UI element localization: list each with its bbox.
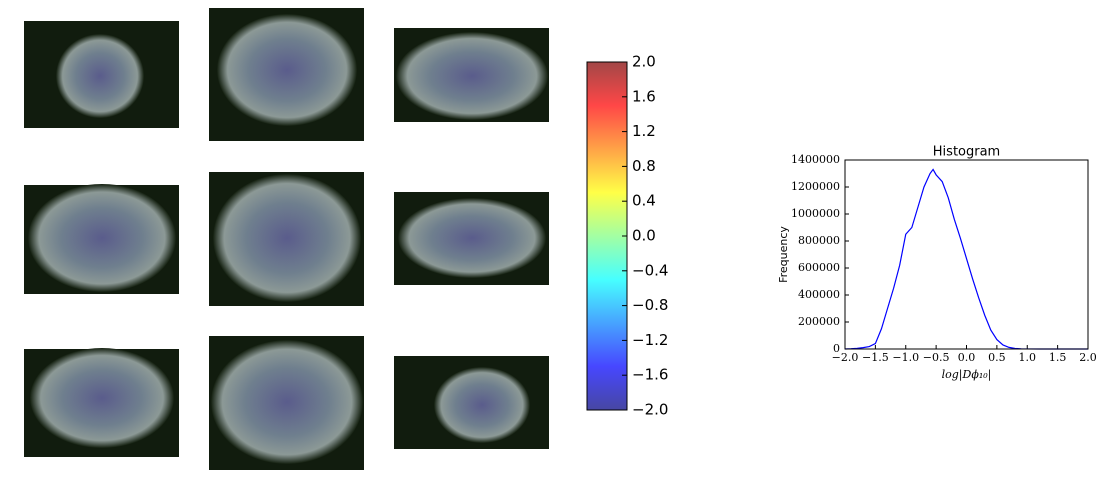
colorbar-tick-label: 1.6: [632, 87, 656, 105]
colorbar: −2.0 −1.6 −1.2 −0.8 −0.4 0.0 0.4 0.8 1.2 1.6 2.0: [586, 53, 668, 419]
colorbar-fill: [586, 61, 628, 411]
colorbar-tick-label: −2.0: [632, 401, 668, 419]
x-tick-label: −1.5: [862, 351, 889, 364]
brain-slice: [30, 348, 174, 448]
brain-slice: [211, 340, 363, 464]
y-tick-label: 400000: [798, 288, 840, 301]
y-tick-label: 200000: [798, 315, 840, 328]
x-tick-label: −2.0: [832, 351, 859, 364]
y-tick-label: 1400000: [791, 153, 840, 166]
colorbar-tick-label: 1.2: [632, 122, 656, 140]
y-tick-label: 800000: [798, 234, 840, 247]
colorbar-tick-label: −0.8: [632, 296, 668, 314]
brain-slice: [398, 198, 546, 278]
chart-title: Histogram: [933, 145, 1000, 160]
colorbar-tick-label: −0.4: [632, 261, 668, 279]
colorbar-tick-label: −1.6: [632, 366, 668, 384]
brain-panels: [24, 8, 549, 470]
colorbar-tick-label: 0.8: [632, 157, 656, 175]
x-tick-label: 1.0: [1019, 351, 1037, 364]
colorbar-tick-label: 0.4: [632, 192, 656, 210]
plot-frame: [844, 159, 1089, 350]
colorbar-tick-label: 0.0: [632, 227, 656, 245]
x-tick-label: −1.0: [892, 351, 919, 364]
colorbar-tick-label: −1.2: [632, 331, 668, 349]
x-tick-label: 0.5: [988, 351, 1006, 364]
y-tick-label: 600000: [798, 261, 840, 274]
histogram: Histogram log|Dϕ₁₀| Frequency −2.0 −1.5 −1.0−…: [777, 145, 1097, 383]
x-tick-label: −0.5: [923, 351, 950, 364]
brain-slice: [396, 32, 548, 120]
x-axis-label: log|Dϕ₁₀|: [942, 368, 992, 382]
y-tick-label: 1000000: [791, 207, 840, 220]
x-tick-label: 1.5: [1049, 351, 1067, 364]
brain-slice: [56, 34, 144, 118]
x-tick-label: 0.0: [958, 351, 976, 364]
x-tick-label: 2.0: [1079, 351, 1097, 364]
brain-slice: [213, 174, 361, 302]
y-tick-label: 0: [833, 342, 840, 355]
histogram-line: [844, 168, 1088, 350]
brain-slice: [28, 184, 176, 292]
brain-slice: [434, 367, 530, 443]
y-axis-label: Frequency: [777, 226, 790, 283]
y-tick-label: 1200000: [791, 180, 840, 193]
brain-slice: [217, 14, 357, 126]
colorbar-tick-label: 2.0: [632, 53, 656, 71]
